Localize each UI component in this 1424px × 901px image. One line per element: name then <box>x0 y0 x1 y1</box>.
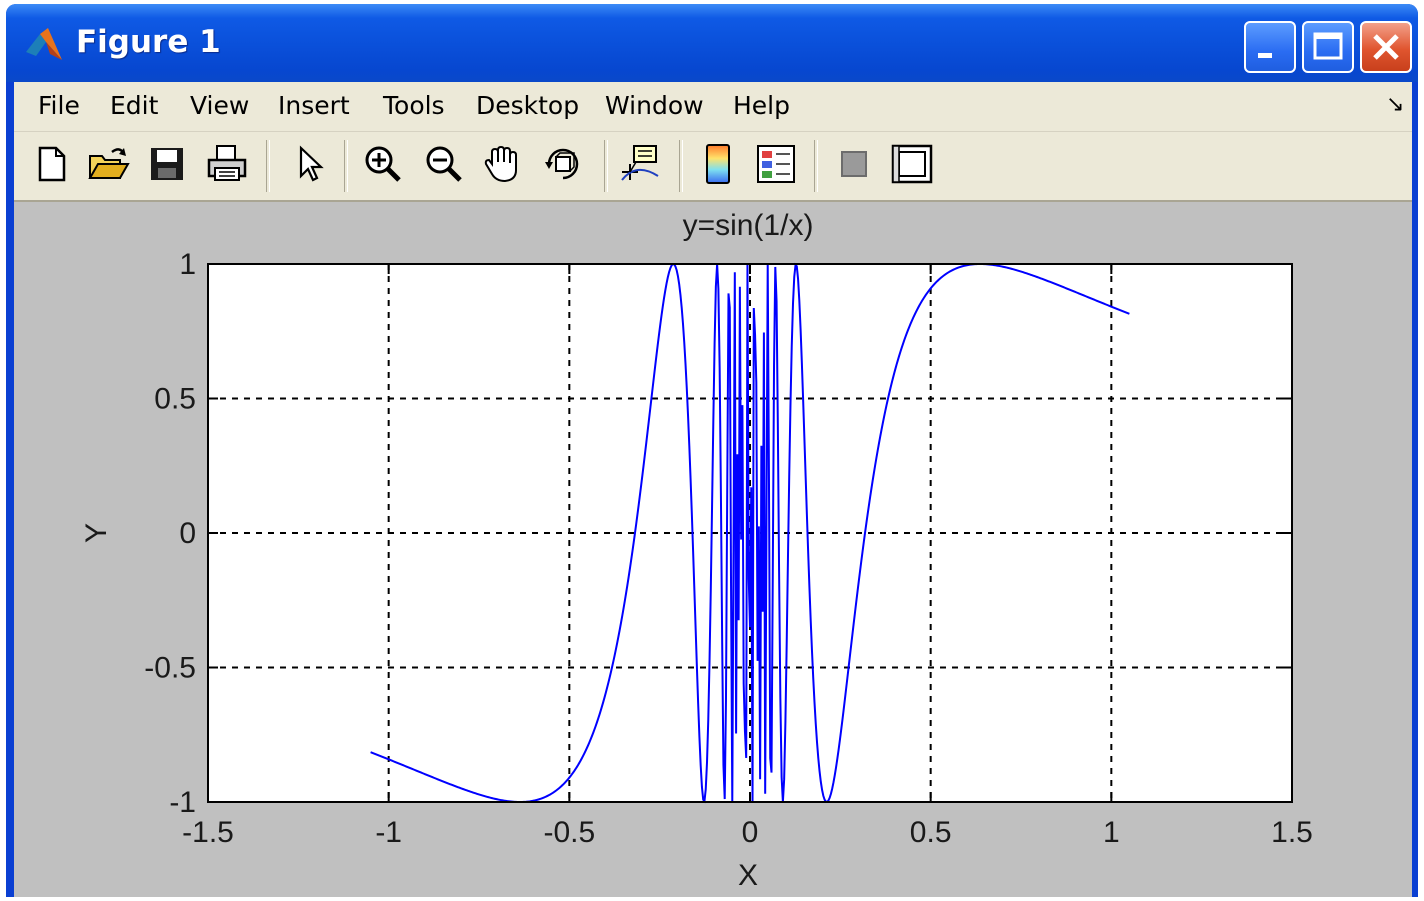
rotate-3d-icon[interactable] <box>541 142 585 186</box>
x-tick-label: 1.5 <box>1271 816 1313 849</box>
y-tick-label: 0 <box>179 517 196 550</box>
close-button[interactable] <box>1360 21 1412 73</box>
y-tick-label: -0.5 <box>144 652 196 685</box>
y-axis-label: Y <box>80 523 113 543</box>
new-figure-icon[interactable] <box>30 142 74 186</box>
figure-canvas[interactable]: y=sin(1/x) -1.5 -1 -0.5 0 0.5 1 1.5 -1-0.500.5… <box>14 202 1412 897</box>
figure-toolbar <box>14 132 1412 202</box>
menu-window[interactable]: Window <box>605 91 704 120</box>
minimize-button[interactable] <box>1244 21 1296 73</box>
toolbar-separator <box>679 140 683 192</box>
menu-view[interactable]: View <box>190 91 250 120</box>
window-title: Figure 1 <box>76 24 221 60</box>
figure-window: Figure 1 File Edit View Insert Tools <box>6 4 1418 897</box>
plot-title: y=sin(1/x) <box>683 209 814 242</box>
menu-desktop[interactable]: Desktop <box>476 91 580 120</box>
plot-series <box>370 262 1130 804</box>
title-bar[interactable]: Figure 1 <box>6 4 1418 82</box>
series-line-sin-1-over-x <box>370 262 1130 804</box>
close-icon <box>1373 34 1399 60</box>
menu-tools[interactable]: Tools <box>383 91 445 120</box>
x-tick-label: 0.5 <box>910 816 952 849</box>
y-tick-label: 1 <box>179 248 196 281</box>
insert-legend-icon[interactable] <box>754 142 798 186</box>
menu-file[interactable]: File <box>38 91 80 120</box>
menu-help[interactable]: Help <box>733 91 790 120</box>
insert-colorbar-icon[interactable] <box>696 142 740 186</box>
toolbar-separator <box>604 140 608 192</box>
maximize-button[interactable] <box>1302 21 1354 73</box>
zoom-in-icon[interactable] <box>361 142 405 186</box>
minimize-icon <box>1258 53 1272 58</box>
x-axis-ticks: -1.5 -1 -0.5 0 0.5 1 1.5 <box>182 264 1313 849</box>
figure-client-area: File Edit View Insert Tools Desktop Wind… <box>14 82 1412 897</box>
x-tick-label: -1.5 <box>182 816 234 849</box>
print-icon[interactable] <box>205 142 249 186</box>
pan-hand-icon[interactable] <box>480 142 524 186</box>
save-icon[interactable] <box>145 142 189 186</box>
maximize-icon <box>1313 32 1343 60</box>
x-tick-label: 1 <box>1103 816 1120 849</box>
matlab-logo-icon <box>26 28 62 60</box>
x-tick-label: 0 <box>742 816 759 849</box>
show-plot-tools-icon[interactable] <box>890 142 934 186</box>
y-tick-label: 0.5 <box>154 383 196 416</box>
toolbar-separator <box>344 140 348 192</box>
x-axis-label: X <box>738 859 758 892</box>
hide-plot-tools-icon[interactable] <box>832 142 876 186</box>
toolbar-separator <box>814 140 818 192</box>
dock-figure-icon[interactable]: ↘ <box>1386 92 1405 117</box>
x-tick-label: -1 <box>375 816 402 849</box>
menu-edit[interactable]: Edit <box>110 91 159 120</box>
menu-insert[interactable]: Insert <box>278 91 350 120</box>
toolbar-separator <box>266 140 270 192</box>
y-axis-ticks: -1 -0.5 0 0.5 1 <box>144 248 1292 819</box>
zoom-out-icon[interactable] <box>422 142 466 186</box>
menu-bar: File Edit View Insert Tools Desktop Wind… <box>14 82 1412 132</box>
y-tick-label: -1 <box>169 786 196 819</box>
x-tick-label: -0.5 <box>543 816 595 849</box>
open-file-icon[interactable] <box>86 142 130 186</box>
data-cursor-icon[interactable] <box>618 142 662 186</box>
edit-plot-icon[interactable] <box>289 142 333 186</box>
